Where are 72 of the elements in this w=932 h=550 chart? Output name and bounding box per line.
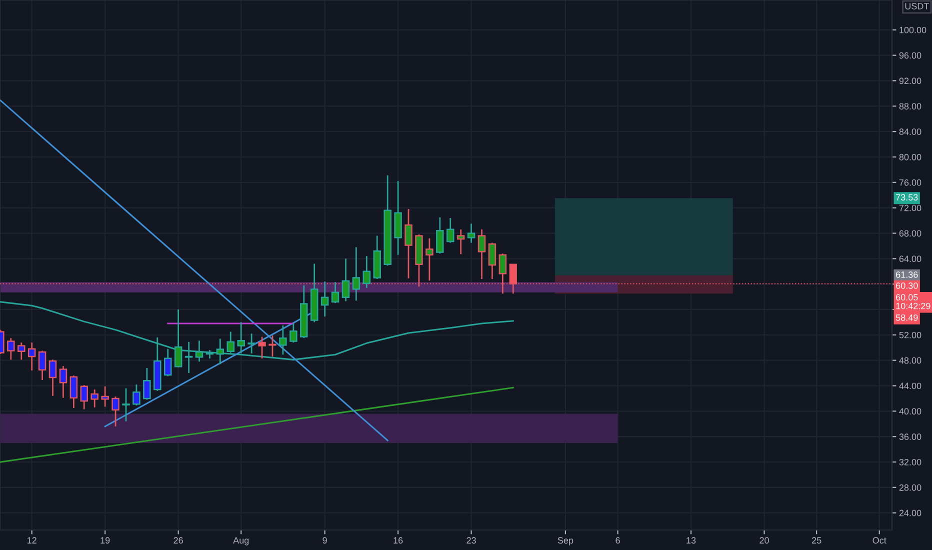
candlestick — [436, 216, 444, 254]
x-tick-label: 6 — [616, 537, 620, 544]
candlestick — [320, 280, 329, 318]
candlestick — [342, 258, 350, 302]
text: 73.53 — [896, 194, 918, 201]
candlestick — [426, 238, 434, 282]
x-tick-label: 13 — [686, 537, 696, 544]
candlestick — [456, 228, 465, 255]
candlestick — [488, 242, 496, 280]
candlestick — [237, 322, 245, 354]
candlestick — [352, 246, 360, 302]
candlestick — [268, 334, 276, 358]
text: 60.30 — [896, 282, 918, 289]
candlestick — [80, 384, 88, 410]
candlestick — [112, 396, 120, 428]
y-tick-label: 76.00 — [899, 179, 922, 186]
y-tick-label: 100.00 — [900, 26, 926, 34]
candlestick — [90, 388, 98, 408]
candlestick — [279, 324, 287, 356]
x-tick-label: 19 — [100, 537, 110, 544]
candlestick — [498, 252, 507, 294]
x-tick-label: 26 — [174, 537, 183, 544]
x-tick-label: 9 — [322, 537, 327, 544]
y-tick-label: 48.00 — [899, 357, 922, 364]
x-tick-label: 23 — [466, 537, 476, 544]
y-tick-label: 96.00 — [899, 52, 922, 59]
y-tick-label: 92.00 — [899, 78, 922, 84]
x-tick-label: 20 — [760, 537, 769, 544]
candlestick — [446, 217, 454, 244]
candlestick — [122, 388, 130, 422]
candlestick — [478, 228, 486, 280]
x-tick-label: Oct — [872, 537, 886, 544]
y-tick-label: 84.00 — [899, 128, 922, 135]
candlestick — [70, 374, 78, 409]
candlestick — [331, 281, 340, 304]
candlestick — [17, 342, 26, 360]
y-tick-label: 88.00 — [899, 103, 922, 110]
candlestick — [258, 336, 266, 360]
x-tick-label: Aug — [233, 537, 249, 546]
candlestick — [38, 350, 46, 381]
candlestick — [362, 255, 371, 289]
candlestick — [143, 367, 151, 400]
candlestick — [290, 322, 298, 344]
candlestick — [404, 208, 412, 280]
y-tick-label: 72.00 — [899, 204, 922, 212]
x-tick-label: 25 — [812, 537, 822, 544]
candlestick — [132, 384, 140, 406]
y-tick-label: 80.00 — [899, 154, 922, 160]
y-tick-label: 28.00 — [899, 484, 922, 491]
x-tick-label: 16 — [394, 537, 403, 544]
y-tick-label: 52.00 — [899, 332, 922, 338]
x-tick-label: Sep — [558, 537, 574, 546]
y-tick-label: 32.00 — [899, 458, 922, 466]
candlestick — [248, 332, 256, 354]
y-tick-label: 40.00 — [899, 408, 922, 415]
legend-label: 60.05 10:42:29 — [896, 294, 930, 310]
candlestick — [48, 358, 57, 397]
y-tick-label: 24.00 — [899, 510, 922, 516]
text: 58.49 — [896, 314, 918, 321]
y-tick-label: 44.00 — [899, 382, 922, 390]
text: USDT — [905, 2, 929, 10]
candlestick — [59, 365, 68, 399]
y-tick-label: 68.00 — [899, 230, 922, 237]
candlestick — [7, 337, 15, 360]
text: 61.36 — [896, 271, 918, 278]
candlestick — [28, 342, 36, 372]
candlestick — [226, 331, 234, 354]
y-tick-label: 64.00 — [899, 256, 922, 262]
y-tick-label: 36.00 — [899, 434, 922, 440]
candlestick — [467, 223, 476, 244]
candlestick — [101, 386, 109, 408]
x-tick-label: 12 — [27, 537, 36, 544]
